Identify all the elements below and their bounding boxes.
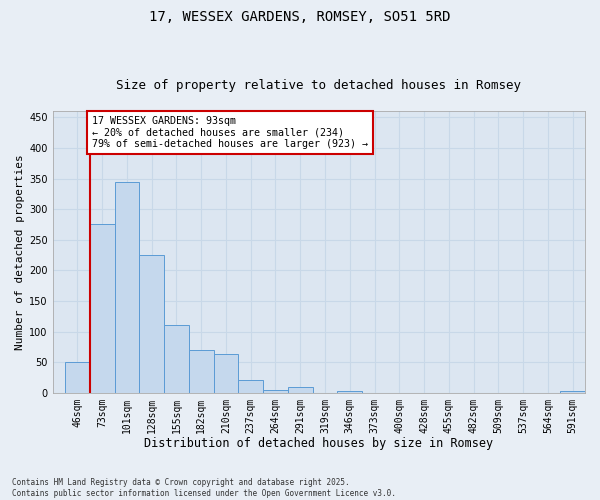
Bar (214, 354, 238, 393)
Text: Contains HM Land Registry data © Crown copyright and database right 2025.
Contai: Contains HM Land Registry data © Crown c… (12, 478, 396, 498)
Bar (238, 380, 263, 392)
Bar (263, 390, 288, 392)
Bar (164, 326, 189, 392)
Bar (139, 255, 164, 392)
Bar (288, 386, 313, 392)
Y-axis label: Number of detached properties: Number of detached properties (15, 154, 25, 350)
Bar (65, 362, 90, 392)
X-axis label: Distribution of detached houses by size in Romsey: Distribution of detached houses by size … (144, 437, 493, 450)
Bar (189, 350, 214, 393)
Text: 17, WESSEX GARDENS, ROMSEY, SO51 5RD: 17, WESSEX GARDENS, ROMSEY, SO51 5RD (149, 10, 451, 24)
Bar (115, 182, 139, 392)
Text: 17 WESSEX GARDENS: 93sqm
← 20% of detached houses are smaller (234)
79% of semi-: 17 WESSEX GARDENS: 93sqm ← 20% of detach… (92, 116, 368, 148)
Bar (90, 224, 115, 392)
Title: Size of property relative to detached houses in Romsey: Size of property relative to detached ho… (116, 79, 521, 92)
